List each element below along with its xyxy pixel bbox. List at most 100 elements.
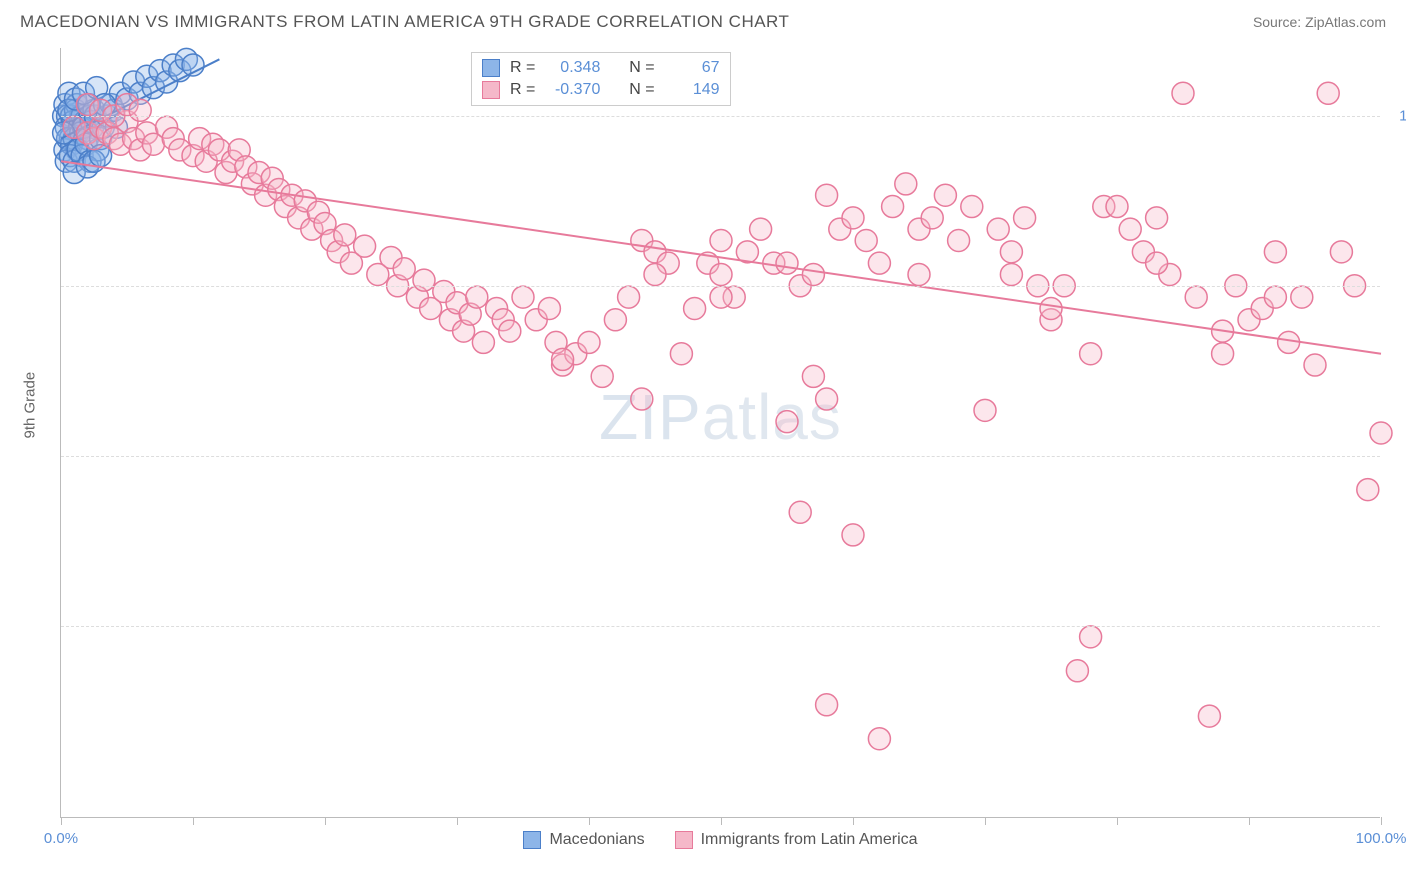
scatter-point — [538, 297, 560, 319]
stats-row: R = 0.348 N = 67 — [482, 57, 720, 79]
swatch-icon — [482, 81, 500, 99]
scatter-point — [578, 331, 600, 353]
r-label: R = — [510, 81, 535, 99]
scatter-point — [802, 365, 824, 387]
scatter-point — [710, 263, 732, 285]
scatter-point — [670, 343, 692, 365]
scatter-point — [393, 258, 415, 280]
scatter-point — [1146, 207, 1168, 229]
scatter-point — [816, 184, 838, 206]
legend-label: Immigrants from Latin America — [701, 831, 918, 849]
scatter-point — [948, 230, 970, 252]
x-tick — [1249, 817, 1250, 825]
scatter-point — [750, 218, 772, 240]
gridline — [61, 116, 1380, 117]
x-tick — [61, 817, 62, 825]
scatter-point — [1212, 343, 1234, 365]
scatter-point — [710, 230, 732, 252]
source-label: Source: ZipAtlas.com — [1253, 14, 1386, 30]
scatter-point — [1304, 354, 1326, 376]
scatter-svg — [61, 48, 1380, 817]
scatter-point — [1291, 286, 1313, 308]
y-tick-label: 70.0% — [1390, 447, 1406, 464]
x-tick — [457, 817, 458, 825]
scatter-point — [591, 365, 613, 387]
legend-label: Macedonians — [549, 831, 644, 849]
scatter-point — [1357, 479, 1379, 501]
scatter-point — [816, 388, 838, 410]
chart-plot-area: ZIPatlas R =0.348 N =67R =-0.370 N =149 … — [60, 48, 1380, 818]
scatter-point — [354, 235, 376, 257]
swatch-icon — [482, 59, 500, 77]
x-tick — [589, 817, 590, 825]
scatter-point — [466, 286, 488, 308]
scatter-point — [842, 207, 864, 229]
y-tick-label: 100.0% — [1390, 107, 1406, 124]
scatter-point — [868, 728, 890, 750]
trend-line — [61, 161, 1381, 354]
scatter-point — [974, 399, 996, 421]
swatch-icon — [523, 831, 541, 849]
scatter-point — [934, 184, 956, 206]
scatter-point — [334, 224, 356, 246]
legend: Macedonians Immigrants from Latin America — [61, 831, 1380, 849]
scatter-point — [921, 207, 943, 229]
scatter-point — [472, 331, 494, 353]
x-tick — [193, 817, 194, 825]
x-tick — [721, 817, 722, 825]
scatter-point — [413, 269, 435, 291]
scatter-point — [644, 263, 666, 285]
r-label: R = — [510, 59, 535, 77]
r-value: -0.370 — [545, 81, 600, 99]
scatter-point — [1106, 196, 1128, 218]
x-tick-label: 0.0% — [44, 830, 78, 847]
gridline — [61, 456, 1380, 457]
gridline — [61, 626, 1380, 627]
n-value: 67 — [665, 59, 720, 77]
scatter-point — [895, 173, 917, 195]
scatter-point — [618, 286, 640, 308]
y-axis-label: 9th Grade — [22, 372, 39, 439]
scatter-point — [631, 388, 653, 410]
scatter-point — [842, 524, 864, 546]
x-tick-label: 100.0% — [1356, 830, 1406, 847]
stats-row: R = -0.370 N = 149 — [482, 79, 720, 101]
x-tick — [985, 817, 986, 825]
n-value: 149 — [665, 81, 720, 99]
scatter-point — [882, 196, 904, 218]
scatter-point — [1264, 241, 1286, 263]
scatter-point — [1066, 660, 1088, 682]
scatter-point — [1040, 297, 1062, 319]
scatter-point — [1014, 207, 1036, 229]
scatter-point — [1317, 82, 1339, 104]
r-value: 0.348 — [545, 59, 600, 77]
n-label: N = — [629, 81, 654, 99]
scatter-point — [816, 694, 838, 716]
scatter-point — [1119, 218, 1141, 240]
scatter-point — [684, 297, 706, 319]
x-tick — [1117, 817, 1118, 825]
scatter-point — [789, 501, 811, 523]
scatter-point — [1370, 422, 1392, 444]
scatter-point — [1000, 241, 1022, 263]
scatter-point — [499, 320, 521, 342]
scatter-point — [604, 309, 626, 331]
scatter-point — [776, 411, 798, 433]
scatter-point — [802, 263, 824, 285]
scatter-point — [1278, 331, 1300, 353]
legend-item: Macedonians — [523, 831, 644, 849]
x-tick — [853, 817, 854, 825]
scatter-point — [1198, 705, 1220, 727]
x-tick — [1381, 817, 1382, 825]
scatter-point — [855, 230, 877, 252]
stats-box: R = 0.348 N = 67 R = -0.370 N = 149 — [471, 52, 731, 106]
gridline — [61, 286, 1380, 287]
y-tick-label: 55.0% — [1390, 617, 1406, 634]
scatter-point — [1146, 252, 1168, 274]
swatch-icon — [675, 831, 693, 849]
x-tick — [325, 817, 326, 825]
chart-title: MACEDONIAN VS IMMIGRANTS FROM LATIN AMER… — [20, 12, 789, 32]
n-label: N = — [629, 59, 654, 77]
scatter-point — [1080, 343, 1102, 365]
scatter-point — [129, 99, 151, 121]
